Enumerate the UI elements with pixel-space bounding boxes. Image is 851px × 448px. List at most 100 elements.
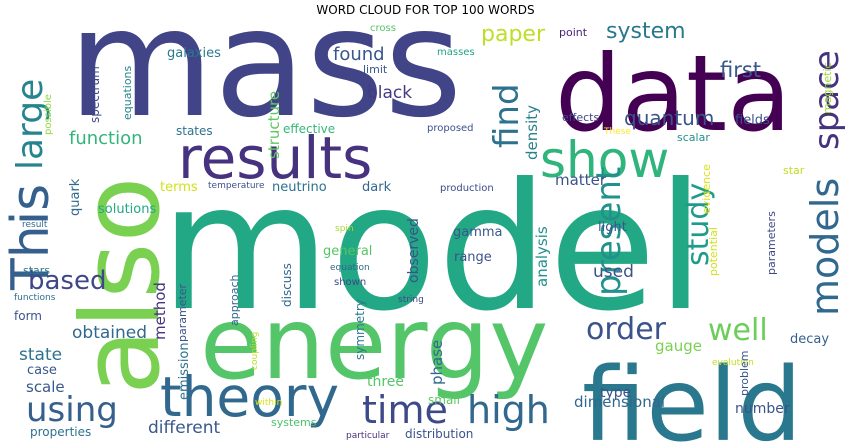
word-cross: cross bbox=[370, 23, 396, 34]
chart-title: WORD CLOUD FOR TOP 100 WORDS bbox=[316, 3, 535, 17]
word-galaxies: galaxies bbox=[167, 46, 221, 61]
word-equation: equation bbox=[330, 263, 370, 273]
word-case: case bbox=[27, 363, 57, 378]
word-mass: mass bbox=[68, 0, 462, 151]
word-stars: stars bbox=[23, 264, 50, 277]
word-limit: limit bbox=[363, 63, 388, 76]
word-present: present bbox=[589, 167, 629, 296]
word-method: method bbox=[151, 282, 169, 340]
word-using: using bbox=[26, 390, 118, 430]
word-scalar: scalar bbox=[677, 131, 710, 144]
word-type: type bbox=[600, 385, 631, 401]
word-show: show bbox=[540, 131, 669, 189]
word-dimensional: dimensional bbox=[574, 393, 665, 411]
word-phase: phase bbox=[428, 340, 446, 385]
word-potential: potential bbox=[707, 227, 720, 276]
word-production: production bbox=[440, 183, 494, 194]
word-equations: equations bbox=[121, 65, 134, 120]
word-based: based bbox=[28, 266, 106, 296]
word-black: black bbox=[367, 83, 412, 103]
word-within: within bbox=[255, 398, 282, 408]
word-energy: energy bbox=[200, 285, 548, 402]
word-symmetry: symmetry bbox=[353, 299, 367, 360]
word-approach: approach bbox=[228, 274, 241, 326]
word-space: space bbox=[807, 50, 847, 150]
word-used: used bbox=[593, 262, 634, 282]
word-temperature: temperature bbox=[208, 181, 265, 191]
word-discuss: discuss bbox=[280, 263, 294, 307]
word-general: general bbox=[323, 244, 372, 259]
word-terms: terms bbox=[160, 180, 198, 195]
word-scale: scale bbox=[26, 378, 65, 396]
word-states: states bbox=[176, 124, 213, 138]
word-point: point bbox=[559, 26, 588, 39]
word-results: results bbox=[178, 124, 372, 192]
word-structure: structure bbox=[265, 91, 283, 159]
word-parameter: parameter bbox=[176, 283, 189, 342]
word-coupling: coupling bbox=[250, 332, 260, 370]
word-data: data bbox=[555, 33, 792, 155]
word-gamma: gamma bbox=[453, 225, 503, 240]
word-quark: quark bbox=[68, 178, 83, 216]
word-number: number bbox=[735, 401, 790, 417]
word-magnetic: magnetic bbox=[821, 62, 834, 114]
word-solutions: solutions bbox=[98, 202, 156, 217]
word-properties: properties bbox=[30, 425, 91, 439]
word-range: range bbox=[454, 250, 492, 265]
word-form: form bbox=[14, 309, 42, 323]
word-quantum: quantum bbox=[624, 106, 714, 130]
word-particular: particular bbox=[346, 431, 390, 441]
word-time: time bbox=[362, 388, 448, 432]
word-gauge: gauge bbox=[655, 337, 702, 355]
word-result: result bbox=[22, 220, 48, 230]
word-systems: systems bbox=[271, 416, 317, 429]
word-distribution: distribution bbox=[405, 427, 473, 441]
word-analysis: analysis bbox=[533, 226, 551, 287]
word-functions: functions bbox=[14, 293, 56, 303]
word-well: well bbox=[708, 313, 768, 348]
word-first: first bbox=[720, 58, 761, 82]
word-star: star bbox=[783, 164, 805, 177]
word-find: find bbox=[487, 83, 527, 148]
word-study: study bbox=[681, 183, 716, 266]
word-density: density bbox=[523, 105, 541, 160]
word-theory: theory bbox=[160, 365, 339, 429]
word-spin: spin bbox=[335, 224, 354, 234]
word-three: three bbox=[367, 374, 404, 390]
word-obtained: obtained bbox=[72, 323, 147, 343]
word-proposed: proposed bbox=[427, 123, 474, 134]
word-string: string bbox=[398, 295, 424, 305]
word-spectrum: spectrum bbox=[88, 66, 102, 123]
word-possible: possible bbox=[43, 94, 54, 135]
word-found: found bbox=[333, 44, 385, 65]
word-function: function bbox=[69, 128, 143, 149]
word-small: small bbox=[428, 393, 460, 407]
word-state: state bbox=[19, 345, 62, 365]
word-dark: dark bbox=[362, 180, 392, 195]
word-neutrino: neutrino bbox=[272, 180, 327, 195]
word-light: light bbox=[598, 220, 627, 235]
word-effects: effects bbox=[562, 111, 599, 124]
word-high: high bbox=[467, 388, 550, 432]
word-emission: emission bbox=[177, 342, 192, 400]
word-paper: paper bbox=[481, 22, 546, 47]
word-effective: effective bbox=[283, 122, 335, 136]
word-different: different bbox=[148, 418, 221, 438]
word-problem: problem bbox=[738, 350, 751, 396]
word-model: model bbox=[160, 147, 705, 350]
word-decay: decay bbox=[790, 332, 829, 347]
word-field: field bbox=[582, 346, 802, 448]
word-these: These bbox=[603, 127, 631, 137]
word-evolution: evolution bbox=[712, 358, 754, 368]
word-observed: observed bbox=[406, 218, 422, 283]
word-this: This bbox=[1, 184, 61, 291]
word-masses: masses bbox=[437, 47, 475, 58]
word-matter: matter bbox=[555, 171, 607, 189]
word-system: system bbox=[606, 19, 686, 44]
word-order: order bbox=[586, 312, 667, 347]
word-models: models bbox=[803, 178, 847, 316]
word-parameters: parameters bbox=[765, 211, 778, 275]
word-evidence: evidence bbox=[700, 164, 713, 214]
word-fields: fields bbox=[735, 113, 770, 128]
